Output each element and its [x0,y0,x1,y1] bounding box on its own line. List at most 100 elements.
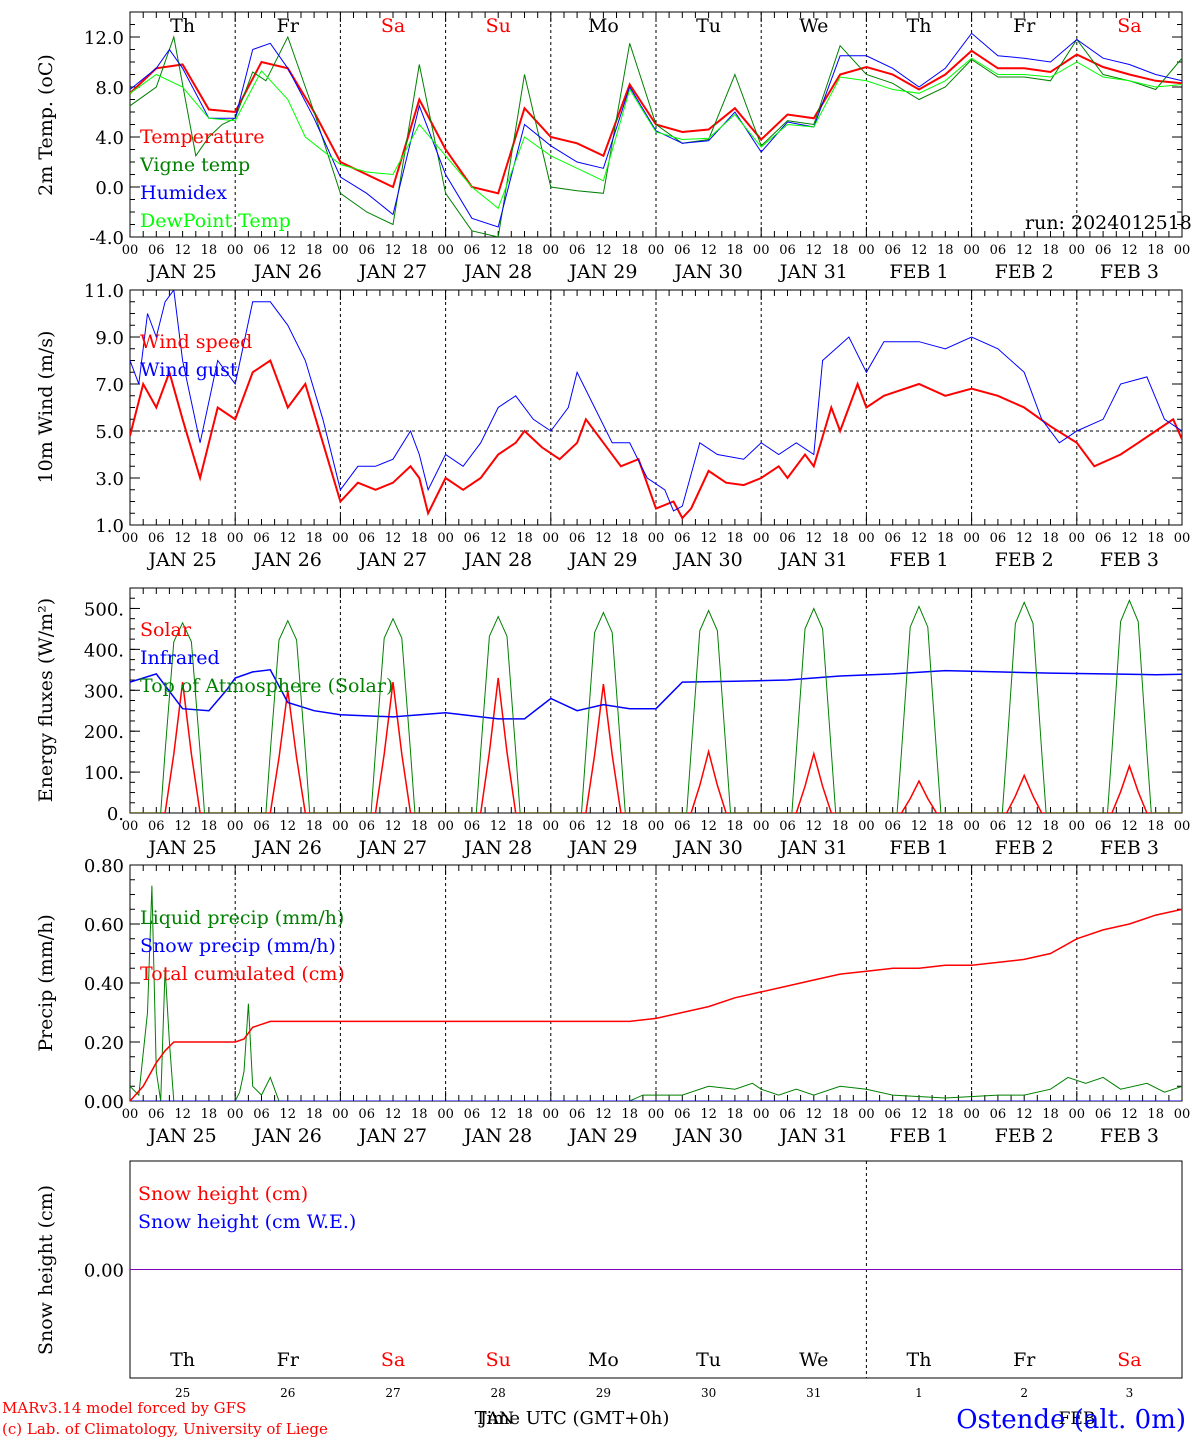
y-tick-label: 0.20 [84,1033,124,1054]
weekday-label-bottom: Su [486,1349,511,1371]
month-label-feb: FEB [1059,1409,1096,1429]
hour-label: 06 [464,819,481,834]
series-line-top-of-atmosphere-solar- [130,598,1182,813]
hour-label: 12 [385,819,402,834]
hour-label: 06 [779,819,796,834]
series-line-solar [130,677,1182,813]
hour-label: 18 [727,819,744,834]
hour-label: 18 [201,1107,218,1122]
hour-label: 06 [779,531,796,546]
hour-label: 12 [911,531,928,546]
date-label: JAN 31 [778,837,848,859]
hour-label: 06 [674,819,691,834]
legend-dewpoint-temp: DewPoint Temp [140,210,291,232]
hour-label: 00 [122,243,139,258]
hour-label: 12 [595,1107,612,1122]
y-tick-label: 0.80 [84,856,124,877]
hour-label: 12 [385,531,402,546]
day-number-label: 2 [1020,1386,1028,1400]
hour-label: 00 [122,531,139,546]
hour-label: 18 [306,243,323,258]
hour-label: 00 [648,531,665,546]
y-tick-label: 0.0 [95,178,124,199]
hour-label: 00 [437,243,454,258]
date-label: JAN 29 [567,837,637,859]
hour-label: 18 [201,531,218,546]
hour-label: 06 [884,1107,901,1122]
hour-label: 12 [700,1107,717,1122]
hour-label: 12 [385,1107,402,1122]
hour-label: 06 [253,819,270,834]
hour-label: 06 [884,819,901,834]
hour-label: 00 [1174,531,1191,546]
hour-label: 00 [1069,819,1086,834]
hour-label: 06 [358,1107,375,1122]
legend-humidex: Humidex [140,182,227,204]
hour-label: 06 [1095,531,1112,546]
hour-label: 00 [227,819,244,834]
y-tick-label: 8.0 [95,78,124,99]
hour-label: 18 [727,1107,744,1122]
y-axis-label: Snow height (cm) [35,1185,57,1355]
hour-label: 00 [543,243,560,258]
credit-line-2: (c) Lab. of Climatology, University of L… [2,1420,328,1438]
hour-label: 06 [569,1107,586,1122]
date-label: FEB 1 [889,549,948,571]
date-label: JAN 28 [462,1125,532,1147]
hour-label: 06 [358,531,375,546]
hour-label: 06 [148,819,165,834]
weekday-label-bottom: Sa [1117,1349,1141,1371]
hour-label: 12 [700,243,717,258]
hour-label: 00 [753,1107,770,1122]
date-label: FEB 3 [1100,837,1159,859]
hour-label: 00 [1069,1107,1086,1122]
hour-label: 12 [1121,243,1138,258]
date-label: JAN 31 [778,261,848,283]
date-label: FEB 1 [889,261,948,283]
hour-label: 06 [779,243,796,258]
date-label: JAN 28 [462,837,532,859]
hour-label: 12 [911,1107,928,1122]
date-label: JAN 28 [462,261,532,283]
hour-label: 18 [621,1107,638,1122]
hour-label: 18 [411,819,428,834]
series-line-wind-gust [130,290,1182,512]
date-label: JAN 29 [567,1125,637,1147]
hour-label: 00 [1174,819,1191,834]
hour-label: 12 [1016,243,1033,258]
y-tick-label: 300. [84,681,124,702]
hour-ticks-bottom [129,803,1183,813]
weekday-label: Sa [1117,15,1141,37]
hour-label: 00 [122,819,139,834]
hour-label: 12 [806,819,823,834]
hour-label: 00 [858,819,875,834]
hour-label: 18 [1147,531,1164,546]
weekday-label-bottom: Mo [588,1349,619,1371]
date-label: JAN 27 [357,261,427,283]
date-label: JAN 27 [357,837,427,859]
date-label: JAN 25 [147,261,217,283]
date-label: JAN 26 [252,261,322,283]
credit-line-1: MARv3.14 model forced by GFS [2,1399,246,1417]
hour-label: 00 [543,531,560,546]
y-tick-label: 0.60 [84,915,124,936]
hour-label: 12 [490,819,507,834]
hour-label: 18 [937,531,954,546]
y-tick-label: 0.40 [84,974,124,995]
y-tick-label: 12.0 [84,28,124,49]
hour-label: 06 [674,531,691,546]
hour-label: 12 [700,531,717,546]
hour-label: 06 [148,243,165,258]
hour-label: 00 [122,1107,139,1122]
hour-label: 00 [332,1107,349,1122]
hour-label: 06 [779,1107,796,1122]
weekday-label-bottom: Fr [1013,1349,1036,1371]
legend-temperature: Temperature [140,126,264,148]
hour-label: 18 [1147,1107,1164,1122]
hour-label: 06 [884,243,901,258]
hour-label: 18 [306,819,323,834]
hour-label: 06 [148,1107,165,1122]
hour-label: 12 [174,819,191,834]
hour-label: 06 [464,1107,481,1122]
hour-label: 06 [253,531,270,546]
